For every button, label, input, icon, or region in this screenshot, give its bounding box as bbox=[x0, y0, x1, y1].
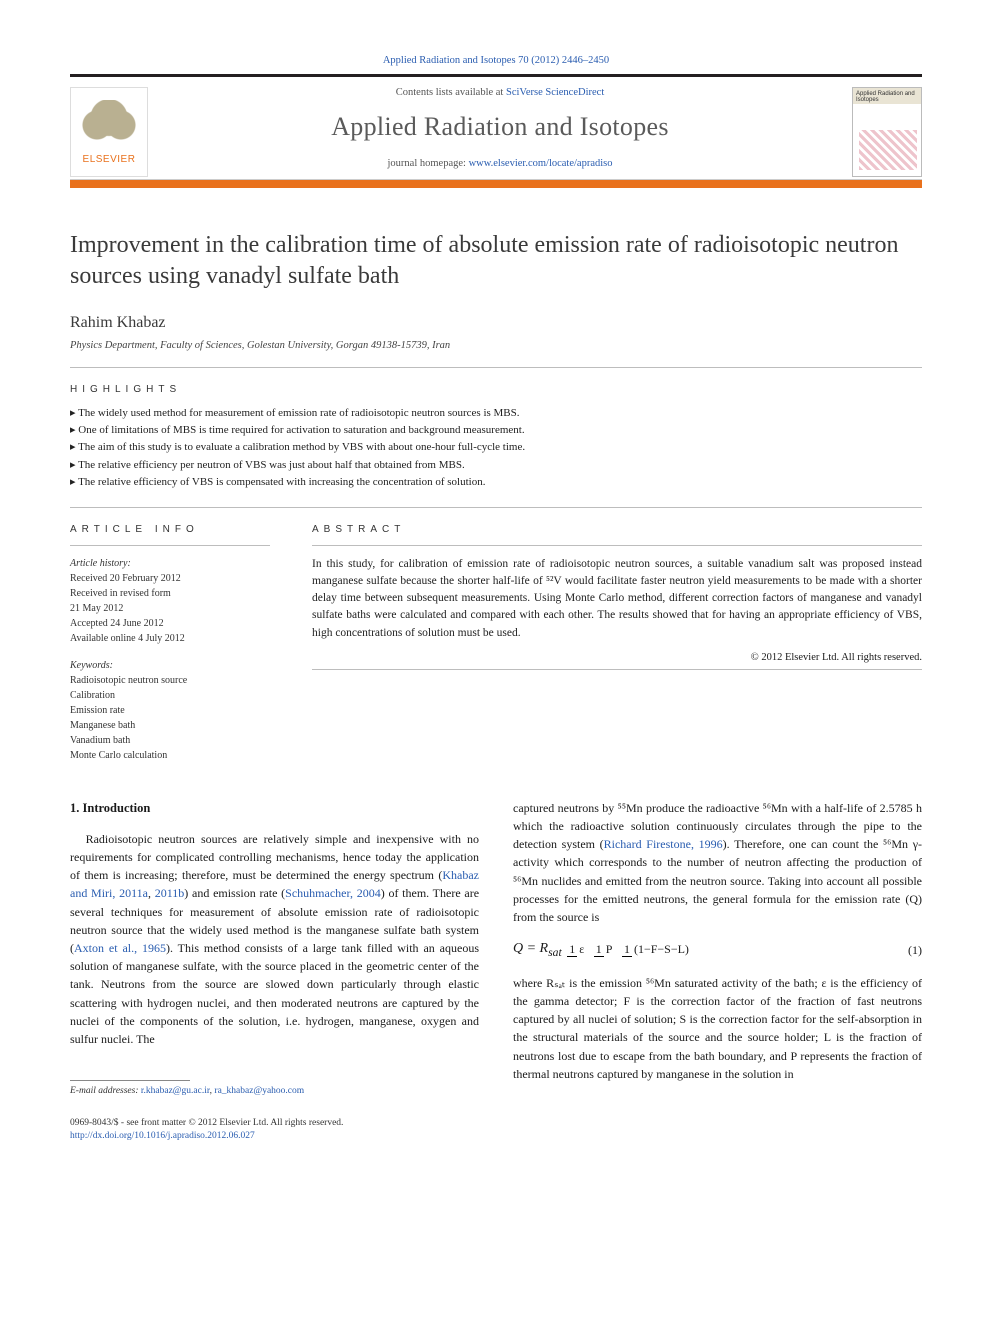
keyword: Calibration bbox=[70, 688, 270, 703]
body-paragraph: captured neutrons by ⁵⁵Mn produce the ra… bbox=[513, 799, 922, 927]
email-link[interactable]: r.khabaz@gu.ac.ir bbox=[141, 1086, 210, 1096]
journal-homepage-link[interactable]: www.elsevier.com/locate/apradiso bbox=[469, 158, 613, 169]
history-line: Received in revised form bbox=[70, 586, 270, 601]
equation-number: (1) bbox=[908, 941, 922, 959]
highlight-item: One of limitations of MBS is time requir… bbox=[70, 422, 922, 439]
body-left-column: 1. Introduction Radioisotopic neutron so… bbox=[70, 799, 479, 1144]
body-right-column: captured neutrons by ⁵⁵Mn produce the ra… bbox=[513, 799, 922, 1144]
citation-link[interactable]: Schuhmacher, 2004 bbox=[285, 886, 381, 900]
history-line: Accepted 24 June 2012 bbox=[70, 616, 270, 631]
citation-link[interactable]: 2011b bbox=[155, 886, 185, 900]
journal-masthead: ELSEVIER Contents lists available at Sci… bbox=[70, 74, 922, 180]
divider bbox=[70, 367, 922, 368]
highlights-label: HIGHLIGHTS bbox=[70, 384, 922, 395]
equation-body: Q = Rsat 1ε 1P 1(1−F−S−L) bbox=[513, 938, 693, 962]
equation: Q = Rsat 1ε 1P 1(1−F−S−L) (1) bbox=[513, 938, 922, 962]
keywords-block: Keywords: Radioisotopic neutron source C… bbox=[70, 658, 270, 763]
article-info-label: ARTICLE INFO bbox=[70, 524, 270, 535]
issn-line: 0969-8043/$ - see front matter © 2012 El… bbox=[70, 1117, 479, 1130]
highlight-item: The aim of this study is to evaluate a c… bbox=[70, 439, 922, 456]
body-columns: 1. Introduction Radioisotopic neutron so… bbox=[70, 799, 922, 1144]
highlight-item: The widely used method for measurement o… bbox=[70, 405, 922, 422]
email-label: E-mail addresses: bbox=[70, 1086, 139, 1096]
homepage-prefix: journal homepage: bbox=[388, 158, 469, 169]
divider bbox=[70, 507, 922, 508]
abstract-column: ABSTRACT In this study, for calibration … bbox=[312, 524, 922, 763]
running-header: Applied Radiation and Isotopes 70 (2012)… bbox=[70, 55, 922, 66]
running-header-link[interactable]: Applied Radiation and Isotopes 70 (2012)… bbox=[383, 55, 609, 66]
history-line: Available online 4 July 2012 bbox=[70, 631, 270, 646]
highlight-item: The relative efficiency of VBS is compen… bbox=[70, 474, 922, 491]
highlights-list: The widely used method for measurement o… bbox=[70, 405, 922, 490]
history-label: Article history: bbox=[70, 556, 270, 571]
text-run: ). This method consists of a large tank … bbox=[70, 941, 479, 1046]
masthead-center: Contents lists available at SciVerse Sci… bbox=[162, 87, 838, 179]
footnote-rule bbox=[70, 1080, 190, 1081]
publisher-name: ELSEVIER bbox=[83, 154, 136, 165]
journal-cover-thumbnail: Applied Radiation and Isotopes bbox=[852, 87, 922, 177]
bottom-meta: 0969-8043/$ - see front matter © 2012 El… bbox=[70, 1117, 479, 1144]
body-paragraph: where Rₛₐₜ is the emission ⁵⁶Mn saturate… bbox=[513, 974, 922, 1083]
info-abstract-row: ARTICLE INFO Article history: Received 2… bbox=[70, 524, 922, 763]
keyword: Manganese bath bbox=[70, 718, 270, 733]
divider bbox=[70, 545, 270, 546]
highlight-item: The relative efficiency per neutron of V… bbox=[70, 457, 922, 474]
divider bbox=[312, 545, 922, 546]
keyword: Emission rate bbox=[70, 703, 270, 718]
text-run: , bbox=[148, 886, 155, 900]
history-line: Received 20 February 2012 bbox=[70, 571, 270, 586]
elsevier-tree-icon bbox=[79, 100, 139, 150]
email-link[interactable]: ra_khabaz@yahoo.com bbox=[214, 1086, 304, 1096]
article-info-column: ARTICLE INFO Article history: Received 2… bbox=[70, 524, 270, 763]
text-run: ) and emission rate ( bbox=[184, 886, 285, 900]
publisher-logo: ELSEVIER bbox=[70, 87, 148, 177]
keyword: Vanadium bath bbox=[70, 733, 270, 748]
text-run: Radioisotopic neutron sources are relati… bbox=[70, 832, 479, 882]
keywords-label: Keywords: bbox=[70, 658, 270, 673]
orange-rule bbox=[70, 180, 922, 188]
contents-line: Contents lists available at SciVerse Sci… bbox=[162, 87, 838, 98]
section-heading: 1. Introduction bbox=[70, 799, 479, 818]
sciencedirect-link[interactable]: SciVerse ScienceDirect bbox=[506, 87, 604, 98]
citation-link[interactable]: Axton et al., 1965 bbox=[74, 941, 166, 955]
contents-prefix: Contents lists available at bbox=[396, 87, 506, 98]
article-title: Improvement in the calibration time of a… bbox=[70, 230, 922, 292]
doi-link[interactable]: http://dx.doi.org/10.1016/j.apradiso.201… bbox=[70, 1131, 255, 1141]
abstract-copyright: © 2012 Elsevier Ltd. All rights reserved… bbox=[312, 652, 922, 663]
keyword: Radioisotopic neutron source bbox=[70, 673, 270, 688]
citation-link[interactable]: Richard Firestone, 1996 bbox=[604, 837, 723, 851]
keyword: Monte Carlo calculation bbox=[70, 748, 270, 763]
author-name: Rahim Khabaz bbox=[70, 314, 922, 332]
footnotes: E-mail addresses: r.khabaz@gu.ac.ir, ra_… bbox=[70, 1085, 479, 1098]
divider bbox=[312, 669, 922, 670]
homepage-line: journal homepage: www.elsevier.com/locat… bbox=[162, 158, 838, 169]
history-line: 21 May 2012 bbox=[70, 601, 270, 616]
abstract-label: ABSTRACT bbox=[312, 524, 922, 535]
journal-name: Applied Radiation and Isotopes bbox=[162, 112, 838, 142]
author-affiliation: Physics Department, Faculty of Sciences,… bbox=[70, 340, 922, 351]
abstract-text: In this study, for calibration of emissi… bbox=[312, 556, 922, 642]
body-paragraph: Radioisotopic neutron sources are relati… bbox=[70, 830, 479, 1049]
article-history: Article history: Received 20 February 20… bbox=[70, 556, 270, 646]
thumb-caption: Applied Radiation and Isotopes bbox=[856, 91, 915, 103]
